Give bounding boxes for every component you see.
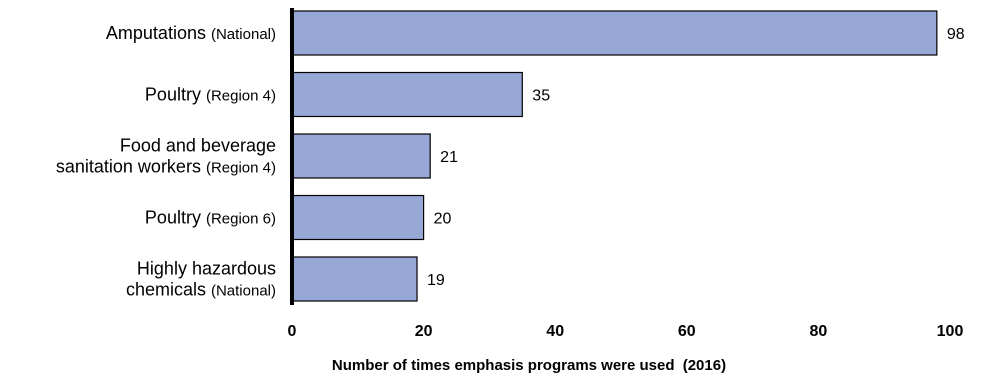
category-label-3-line-0: Poultry (Region 6) — [145, 208, 276, 228]
x-axis-label-year: (2016) — [683, 357, 726, 374]
data-labels: 98 35 21 20 19 — [427, 26, 965, 289]
bar-2 — [291, 133, 431, 179]
x-tick-label-1: 20 — [415, 323, 433, 340]
x-tick-label-4: 80 — [810, 323, 828, 340]
data-label-4: 19 — [427, 272, 445, 289]
category-label-2-line-0: Food and beverage — [120, 136, 276, 156]
bar-0 — [291, 10, 938, 56]
x-tick-label-5: 100 — [937, 323, 964, 340]
data-label-2: 21 — [440, 149, 458, 166]
x-axis-label: Number of times emphasis programs were u… — [332, 357, 726, 374]
bars — [291, 10, 938, 302]
data-label-3: 20 — [434, 211, 452, 228]
category-label-0-line-0: Amputations (National) — [106, 23, 276, 43]
data-label-1: 35 — [532, 88, 550, 105]
bar-1 — [291, 71, 523, 118]
x-axis-label-bold: Number of times emphasis programs were u… — [332, 357, 675, 374]
category-label-1-line-0: Poultry (Region 4) — [145, 85, 276, 105]
bar-3 — [291, 194, 425, 241]
x-tick-labels: 0 20 40 60 80 100 — [288, 323, 964, 340]
category-labels: Amputations (National) Poultry (Region 4) Fo… — [56, 23, 276, 300]
category-label-4-line-0: Highly hazardous — [137, 259, 276, 279]
x-tick-label-0: 0 — [288, 323, 297, 340]
bar-4 — [291, 256, 418, 302]
category-label-4-line-1: chemicals (National) — [126, 280, 276, 300]
category-label-2-line-1: sanitation workers (Region 4) — [56, 157, 276, 177]
x-tick-label-3: 60 — [678, 323, 696, 340]
x-tick-label-2: 40 — [546, 323, 564, 340]
data-label-0: 98 — [947, 26, 965, 43]
